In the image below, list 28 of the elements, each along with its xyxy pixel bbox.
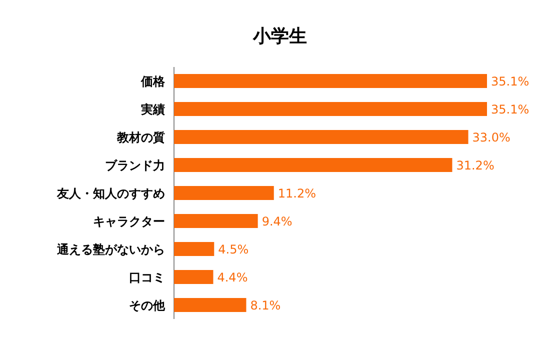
data-label: 4.4% [217,270,248,284]
data-label: 11.2% [278,186,316,200]
y-tick-label: ブランド力 [105,158,165,172]
data-label: 35.1% [491,74,530,88]
y-tick-label: 通える塾がないから [56,242,165,256]
data-label: 31.2% [456,158,494,172]
y-tick-label: 実績 [140,102,165,116]
bar [174,158,452,172]
bar [174,130,468,144]
bar [174,242,214,256]
y-tick-label: 口コミ [129,270,165,284]
y-tick-label: キャラクター [93,214,165,228]
bar [174,298,246,312]
bar [174,74,487,88]
y-tick-label: その他 [129,298,166,312]
data-label: 33.0% [472,130,510,144]
data-label: 8.1% [250,298,281,312]
bar [174,270,214,284]
bar [174,214,258,228]
y-tick-label: 友人・知人のすすめ [56,186,165,200]
y-tick-label: 教材の質 [116,130,165,144]
chart-title: 小学生 [252,26,307,47]
bar [174,102,487,116]
data-label: 4.5% [218,242,249,256]
data-label: 35.1% [491,102,530,116]
data-label: 9.4% [262,214,292,228]
y-tick-label: 価格 [140,74,166,88]
bar [174,186,274,200]
